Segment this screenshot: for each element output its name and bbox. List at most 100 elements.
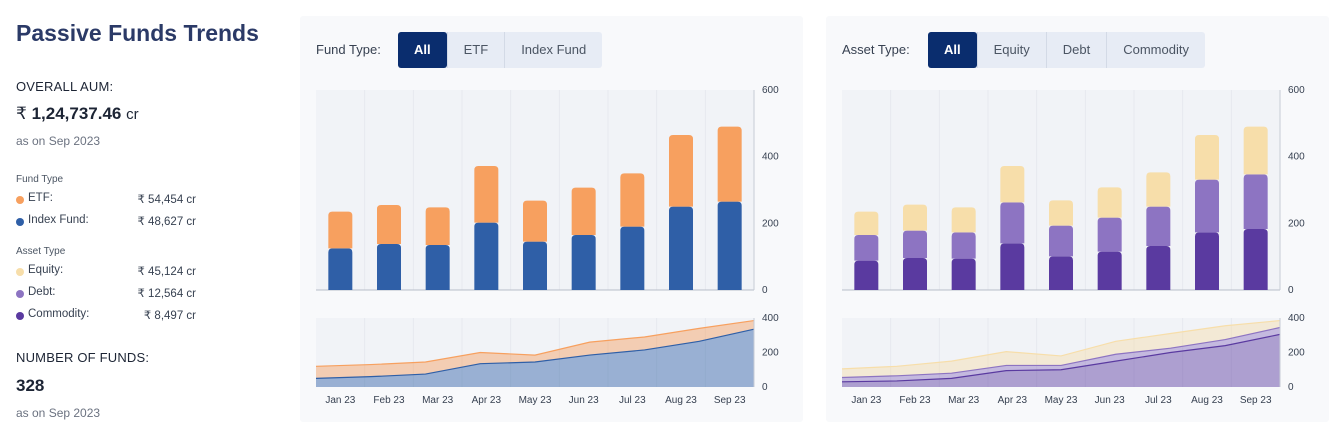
bar-index-fund-jan-23[interactable] bbox=[328, 248, 353, 290]
legend-index-fund: Index Fund: ₹ 48,627 cr bbox=[16, 214, 196, 230]
legend-name: ETF: bbox=[28, 192, 53, 204]
bar-debt-jul-23[interactable] bbox=[1146, 206, 1171, 246]
fund-type-filter-label: Fund Type: bbox=[316, 42, 381, 57]
num-funds-value: 328 bbox=[16, 376, 45, 395]
fund-type-group-label: Fund Type bbox=[16, 174, 64, 185]
bar-equity-mar-23[interactable] bbox=[951, 207, 976, 233]
fund-type-index-fund-button[interactable]: Index Fund bbox=[504, 32, 602, 68]
bar-commodity-sep-23[interactable] bbox=[1243, 229, 1268, 290]
bar-equity-apr-23[interactable] bbox=[1000, 166, 1025, 203]
currency-symbol: ₹ bbox=[16, 104, 27, 123]
bar-equity-jun-23[interactable] bbox=[1097, 187, 1122, 218]
line-debt bbox=[841, 326, 1281, 379]
bar-index-fund-apr-23[interactable] bbox=[474, 222, 499, 290]
overall-aum-value: ₹ 1,24,737.46 cr bbox=[16, 104, 139, 124]
y-tick-label: 0 bbox=[1288, 285, 1294, 296]
bar-debt-aug-23[interactable] bbox=[1195, 179, 1219, 233]
area-index-fund bbox=[316, 329, 754, 387]
bar-etf-apr-23[interactable] bbox=[474, 166, 499, 223]
line-index-fund bbox=[315, 328, 755, 379]
page-title: Passive Funds Trends bbox=[16, 20, 259, 46]
bar-index-fund-aug-23[interactable] bbox=[669, 206, 693, 290]
fund-type-segmented-control: All ETF Index Fund bbox=[398, 32, 603, 68]
bar-commodity-jan-23[interactable] bbox=[854, 260, 879, 290]
bar-etf-jul-23[interactable] bbox=[620, 173, 645, 227]
bar-equity-may-23[interactable] bbox=[1049, 200, 1073, 226]
bar-commodity-jul-23[interactable] bbox=[1146, 246, 1171, 290]
bar-etf-feb-23[interactable] bbox=[377, 205, 401, 244]
aum-unit: cr bbox=[126, 106, 139, 123]
bar-etf-jan-23[interactable] bbox=[328, 211, 353, 249]
legend-debt: Debt: ₹ 12,564 cr bbox=[16, 286, 196, 302]
y-tick-label: 0 bbox=[762, 382, 768, 393]
bar-index-fund-feb-23[interactable] bbox=[377, 244, 401, 290]
y-tick-label: 400 bbox=[1288, 313, 1305, 324]
bar-equity-sep-23[interactable] bbox=[1243, 126, 1268, 175]
asset-type-segmented-control: All Equity Debt Commodity bbox=[928, 32, 1205, 68]
bar-debt-jan-23[interactable] bbox=[854, 235, 879, 261]
bar-debt-jun-23[interactable] bbox=[1097, 217, 1122, 252]
legend-name: Commodity: bbox=[28, 308, 90, 320]
bar-equity-aug-23[interactable] bbox=[1195, 135, 1219, 180]
asset-type-commodity-button[interactable]: Commodity bbox=[1106, 32, 1205, 68]
bar-commodity-may-23[interactable] bbox=[1049, 256, 1073, 290]
line-commodity bbox=[841, 333, 1281, 383]
bar-index-fund-may-23[interactable] bbox=[523, 241, 547, 290]
bar-debt-sep-23[interactable] bbox=[1243, 174, 1268, 229]
fund-type-charts: 0 200 400 600 0 200 400 Jan 23 Feb 23 Mar 23 Apr 2… bbox=[315, 85, 779, 406]
legend-value: ₹ 12,564 cr bbox=[137, 288, 196, 300]
debt-dot-icon bbox=[16, 290, 24, 298]
y-tick-label: 600 bbox=[1288, 85, 1305, 96]
bar-equity-feb-23[interactable] bbox=[903, 204, 927, 231]
bar-etf-jun-23[interactable] bbox=[571, 187, 596, 235]
x-tick-label: Jul 23 bbox=[619, 395, 646, 406]
bar-debt-mar-23[interactable] bbox=[951, 232, 976, 259]
legend-etf: ETF: ₹ 54,454 cr bbox=[16, 192, 196, 208]
y-tick-label: 0 bbox=[762, 285, 768, 296]
y-tick-label: 400 bbox=[1288, 152, 1305, 163]
x-tick-label: Apr 23 bbox=[998, 395, 1028, 406]
bar-debt-feb-23[interactable] bbox=[903, 230, 927, 258]
x-tick-label: Aug 23 bbox=[665, 395, 697, 406]
bar-debt-apr-23[interactable] bbox=[1000, 202, 1025, 244]
bar-commodity-apr-23[interactable] bbox=[1000, 243, 1025, 290]
bar-commodity-feb-23[interactable] bbox=[903, 258, 927, 290]
area-etf bbox=[316, 320, 754, 379]
bar-etf-may-23[interactable] bbox=[523, 200, 547, 242]
bar-index-fund-mar-23[interactable] bbox=[425, 245, 450, 290]
y-tick-label: 400 bbox=[762, 152, 779, 163]
fund-type-all-button[interactable]: All bbox=[398, 32, 447, 68]
bar-etf-aug-23[interactable] bbox=[669, 135, 693, 207]
bar-index-fund-jul-23[interactable] bbox=[620, 226, 645, 290]
bar-equity-jan-23[interactable] bbox=[854, 211, 879, 235]
bar-commodity-aug-23[interactable] bbox=[1195, 232, 1219, 290]
asset-type-equity-button[interactable]: Equity bbox=[976, 32, 1046, 68]
fund-type-etf-button[interactable]: ETF bbox=[446, 32, 505, 68]
legend-value: ₹ 45,124 cr bbox=[137, 266, 196, 278]
x-tick-label: Sep 23 bbox=[714, 395, 746, 406]
fund-type-panel: 0 200 400 600 0 200 400 Jan 23 Feb 23 Mar 23 Apr 2… bbox=[300, 16, 803, 422]
bar-commodity-jun-23[interactable] bbox=[1097, 251, 1122, 290]
bar-index-fund-sep-23[interactable] bbox=[717, 201, 742, 290]
y-tick-label: 200 bbox=[762, 218, 779, 229]
x-tick-label: Apr 23 bbox=[472, 395, 502, 406]
num-funds-label: NUMBER OF FUNDS: bbox=[16, 350, 150, 365]
equity-dot-icon bbox=[16, 268, 24, 276]
etf-dot-icon bbox=[16, 196, 24, 204]
bar-etf-mar-23[interactable] bbox=[425, 207, 450, 245]
y-tick-label: 0 bbox=[1288, 382, 1294, 393]
bar-debt-may-23[interactable] bbox=[1049, 225, 1073, 257]
bar-index-fund-jun-23[interactable] bbox=[571, 235, 596, 290]
index-fund-dot-icon bbox=[16, 218, 24, 226]
fund-type-bar-chart: 0 200 400 600 bbox=[316, 85, 779, 296]
asset-type-debt-button[interactable]: Debt bbox=[1045, 32, 1106, 68]
asset-type-all-button[interactable]: All bbox=[928, 32, 977, 68]
x-tick-label: Feb 23 bbox=[373, 395, 405, 406]
bar-commodity-mar-23[interactable] bbox=[951, 258, 976, 290]
bar-equity-jul-23[interactable] bbox=[1146, 172, 1171, 207]
bar-etf-sep-23[interactable] bbox=[717, 126, 742, 202]
overall-aum-label: OVERALL AUM: bbox=[16, 79, 114, 94]
x-tick-label: Jun 23 bbox=[1095, 395, 1125, 406]
x-tick-label: Mar 23 bbox=[948, 395, 980, 406]
legend-name: Equity: bbox=[28, 264, 64, 276]
